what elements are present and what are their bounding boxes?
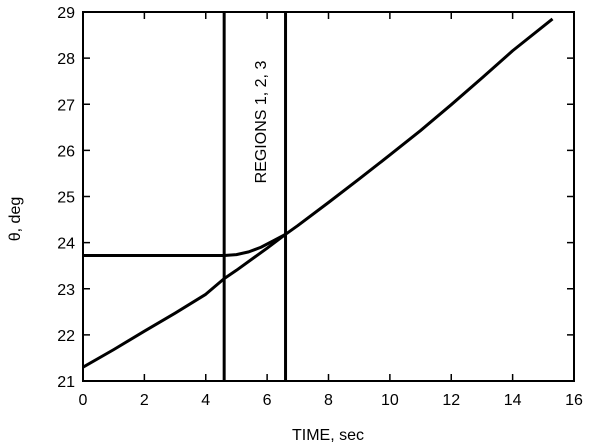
y-tick-label: 25 xyxy=(57,190,75,207)
y-axis-label: θ, deg xyxy=(7,197,24,241)
y-tick-label: 24 xyxy=(57,236,75,253)
plot-area xyxy=(82,12,554,381)
x-tick-label: 0 xyxy=(79,392,88,409)
y-tick-label: 28 xyxy=(57,51,75,68)
y-tick-label: 26 xyxy=(57,143,75,160)
y-tick-label: 29 xyxy=(57,5,75,22)
x-tick-label: 10 xyxy=(381,392,399,409)
x-tick-label: 8 xyxy=(324,392,333,409)
y-tick-label: 21 xyxy=(57,374,75,391)
x-tick-label: 14 xyxy=(504,392,522,409)
y-tick-label: 27 xyxy=(57,97,75,114)
series-line xyxy=(83,232,287,258)
y-tick-label: 23 xyxy=(57,282,75,299)
x-tick-label: 12 xyxy=(442,392,460,409)
series-line xyxy=(82,17,554,369)
y-tick-label: 22 xyxy=(57,328,75,345)
x-tick-label: 4 xyxy=(201,392,210,409)
regions-annotation: REGIONS 1, 2, 3 xyxy=(253,61,270,184)
x-axis-label: TIME, sec xyxy=(292,427,364,444)
x-tick-label: 6 xyxy=(263,392,272,409)
x-tick-label: 2 xyxy=(140,392,149,409)
x-tick-label: 16 xyxy=(565,392,583,409)
